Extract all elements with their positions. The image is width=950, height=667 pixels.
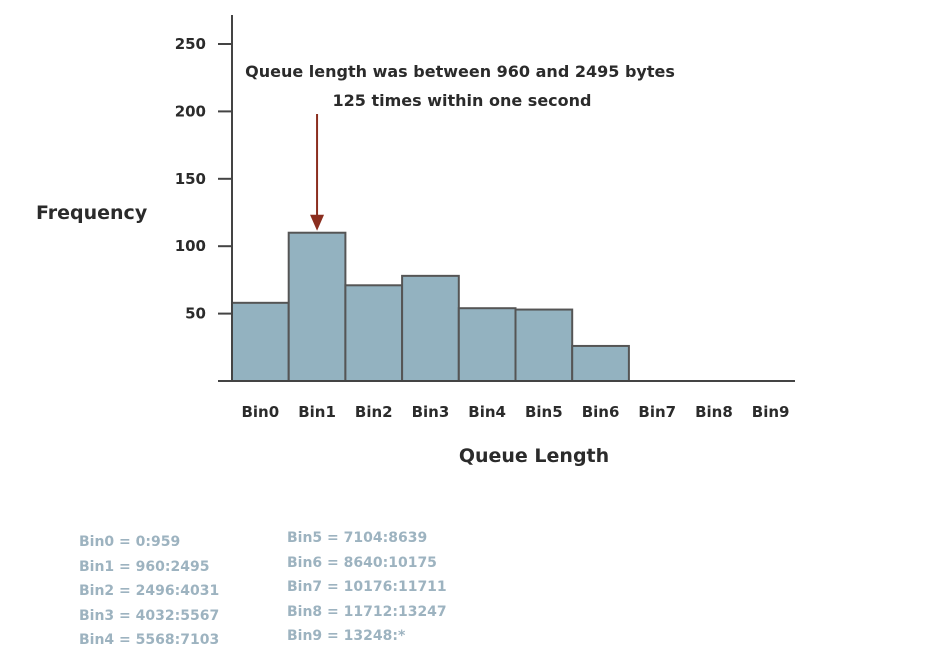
bin-range-item: Bin6 = 8640:10175 xyxy=(287,554,437,571)
annotation-line-2: 125 times within one second xyxy=(333,91,592,110)
x-tick-label: Bin6 xyxy=(582,403,620,421)
annotation-line-1: Queue length was between 960 and 2495 by… xyxy=(245,62,675,81)
x-tick-label: Bin3 xyxy=(412,403,450,421)
bar-bin2 xyxy=(344,284,404,382)
x-ticks-group: Bin0 Bin1 Bin2 Bin3 Bin4 Bin5 Bin6 Bin7 Bin8 Bin9 xyxy=(241,403,789,421)
bin-range-item: Bin4 = 5568:7103 xyxy=(79,632,220,648)
y-tick-label: 150 xyxy=(175,170,206,188)
x-tick-label: Bin7 xyxy=(638,403,676,421)
arrow-head xyxy=(310,214,325,231)
bin-ranges-left: Bin0 = 0:959 Bin1 = 960:2495 Bin2 = 2496… xyxy=(79,530,219,653)
y-axis-title: Frequency xyxy=(36,202,148,224)
bar-bin6 xyxy=(571,344,630,382)
bin-range-item: Bin9 = 13248:* xyxy=(287,628,406,644)
x-tick-label: Bin0 xyxy=(241,403,279,421)
annotation-arrow xyxy=(310,114,325,231)
x-tick-label: Bin9 xyxy=(752,403,790,421)
y-tick-label: 50 xyxy=(185,305,206,323)
bar-bin4 xyxy=(457,307,517,383)
x-axis-title: Queue Length xyxy=(459,445,609,467)
bar-bin5 xyxy=(514,308,574,382)
bin-range-item: Bin5 = 7104:8639 xyxy=(287,530,428,546)
bin-range-item: Bin0 = 0:959 xyxy=(79,534,181,550)
bin-range-item: Bin8 = 11712:13247 xyxy=(287,603,447,620)
x-tick-label: Bin2 xyxy=(355,403,393,421)
bin-range-item: Bin2 = 2496:4031 xyxy=(79,583,220,599)
y-tick-label: 200 xyxy=(175,102,206,120)
y-tick-label: 250 xyxy=(175,35,206,53)
bin-range-item: Bin3 = 4032:5567 xyxy=(79,607,220,624)
x-tick-label: Bin4 xyxy=(468,403,506,421)
x-tick-label: Bin8 xyxy=(695,403,733,421)
y-ticks-group: 50 100 150 200 250 xyxy=(175,35,232,323)
bars-group xyxy=(231,231,630,383)
bar-bin1 xyxy=(287,231,347,382)
bin-range-item: Bin7 = 10176:11711 xyxy=(287,579,447,595)
bar-bin0 xyxy=(231,301,290,383)
x-tick-label: Bin1 xyxy=(298,403,336,421)
bin-ranges-right: Bin5 = 7104:8639 Bin6 = 8640:10175 Bin7 … xyxy=(287,526,447,649)
bin-range-item: Bin1 = 960:2495 xyxy=(79,558,210,575)
y-tick-label: 100 xyxy=(175,237,206,255)
bar-bin3 xyxy=(401,274,460,382)
x-tick-label: Bin5 xyxy=(525,403,563,421)
